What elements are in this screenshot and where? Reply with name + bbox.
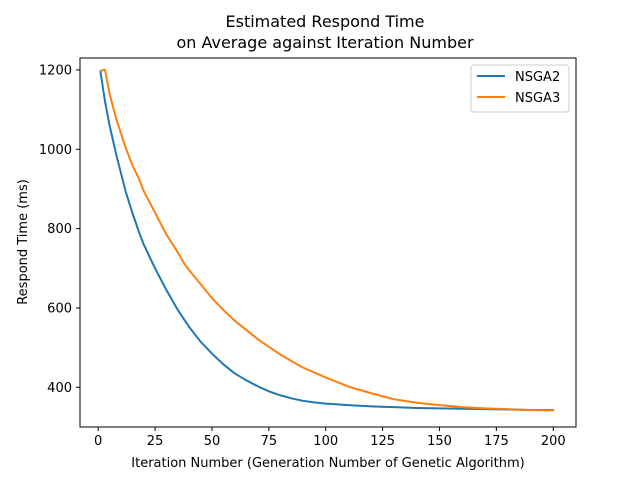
- y-tick-label: 1200: [39, 63, 72, 78]
- y-axis-label: Respond Time (ms): [16, 179, 31, 305]
- x-axis-ticks: 0 25 50 75 100 125 150 175 200: [94, 427, 566, 449]
- x-tick-label: 150: [427, 434, 452, 449]
- x-axis-label: Iteration Number (Generation Number of G…: [131, 456, 524, 471]
- x-tick-label: 25: [147, 434, 164, 449]
- series-layer: [99, 68, 555, 412]
- x-tick-label: 0: [94, 434, 102, 449]
- y-axis-ticks: 400 600 800 1000 1200: [39, 63, 80, 396]
- x-tick-label: 50: [204, 434, 221, 449]
- y-tick-label: 800: [47, 222, 72, 237]
- y-tick-label: 600: [47, 301, 72, 316]
- y-tick-label: 400: [47, 381, 72, 396]
- x-tick-label: 200: [541, 434, 566, 449]
- y-tick-label: 1000: [39, 143, 72, 158]
- series-line-nsga3: [99, 68, 555, 412]
- series-line-nsga2: [99, 70, 555, 411]
- legend: NSGA2 NSGA3: [470, 64, 570, 113]
- chart-title-line-2: on Average against Iteration Number: [176, 33, 474, 52]
- legend-label-nsga3: NSGA3: [515, 91, 560, 106]
- chart-title-line-1: Estimated Respond Time: [226, 12, 425, 31]
- x-tick-label: 175: [484, 434, 509, 449]
- x-tick-label: 75: [261, 434, 278, 449]
- x-tick-label: 125: [370, 434, 395, 449]
- x-tick-label: 100: [313, 434, 338, 449]
- plot-area: [80, 58, 576, 427]
- plot-frame: [79, 57, 577, 428]
- legend-label-nsga2: NSGA2: [515, 70, 560, 85]
